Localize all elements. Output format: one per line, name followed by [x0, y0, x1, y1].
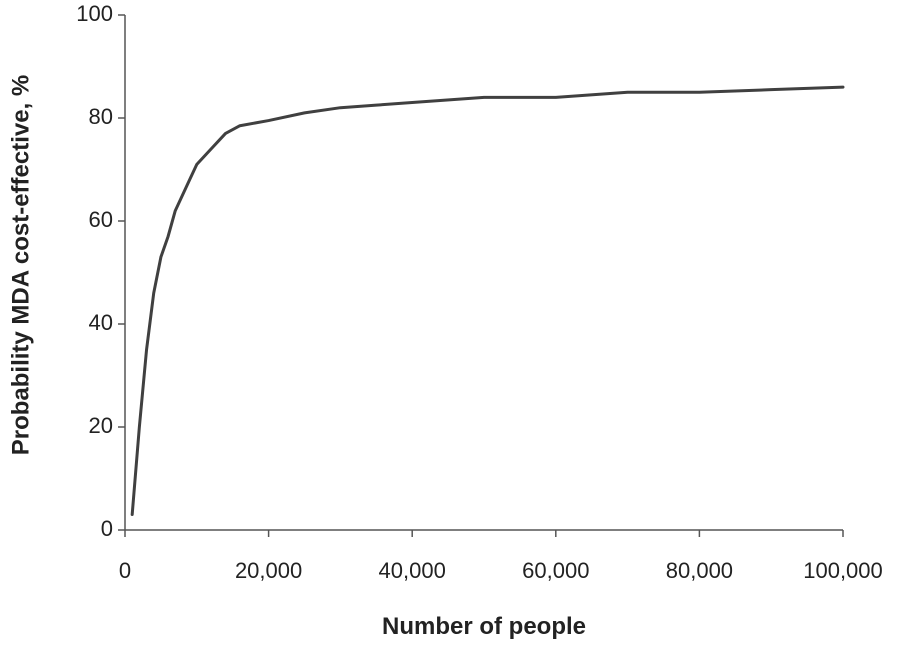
y-tick-label: 40 — [89, 310, 113, 335]
x-tick-label: 0 — [119, 558, 131, 583]
y-tick-label: 0 — [101, 516, 113, 541]
x-axis-title: Number of people — [382, 613, 586, 640]
x-tick-label: 40,000 — [379, 558, 446, 583]
y-axis-title: Probability MDA cost-effective, % — [7, 75, 34, 456]
y-tick-label: 60 — [89, 207, 113, 232]
y-tick-label: 20 — [89, 413, 113, 438]
x-tick-label: 60,000 — [522, 558, 589, 583]
y-tick-label: 100 — [76, 1, 113, 26]
x-tick-label: 100,000 — [803, 558, 883, 583]
data-line — [130, 85, 845, 517]
x-tick-label: 80,000 — [666, 558, 733, 583]
x-tick-label: 20,000 — [235, 558, 302, 583]
y-tick-label: 80 — [89, 104, 113, 129]
